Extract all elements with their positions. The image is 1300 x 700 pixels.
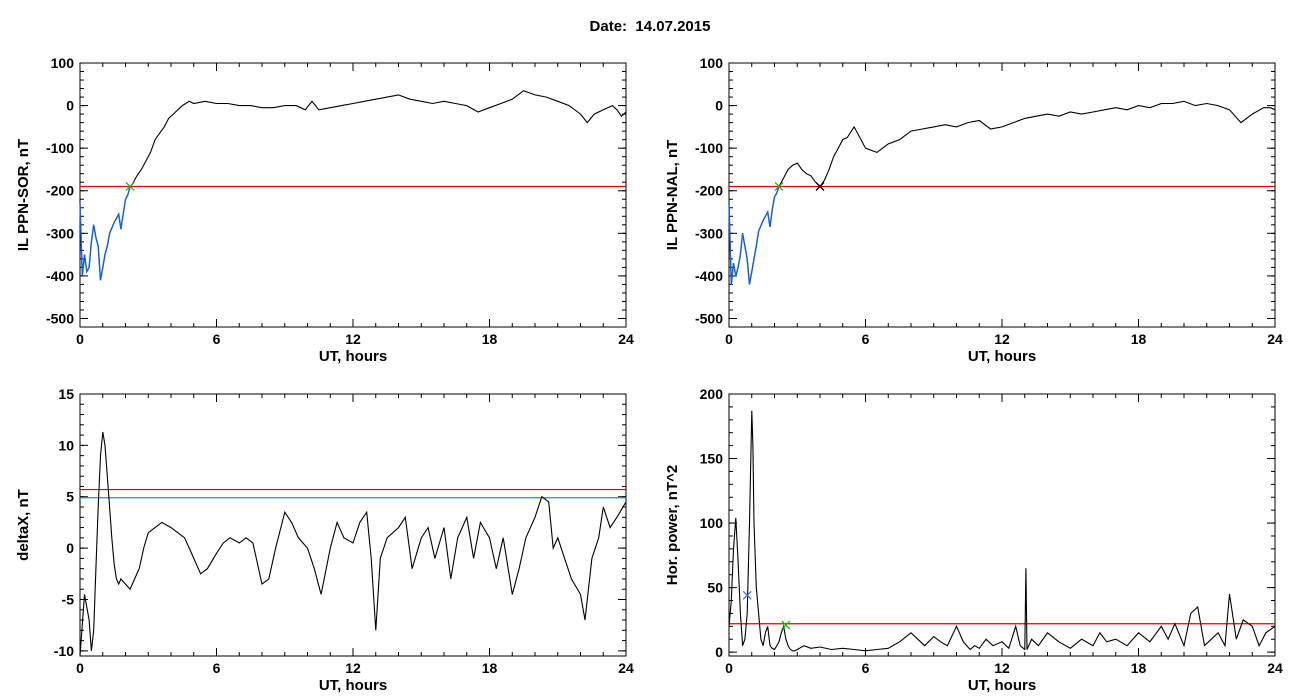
y-axis-label: IL PPN-SOR, nT bbox=[15, 139, 32, 251]
x-tick-label: 0 bbox=[725, 660, 733, 676]
x-marker bbox=[774, 182, 784, 191]
y-tick-label: -400 bbox=[695, 268, 723, 284]
series-highlight-line bbox=[79, 186, 131, 281]
y-tick-label: -100 bbox=[695, 140, 723, 156]
series-line bbox=[79, 431, 627, 657]
y-axis-label: deltaX, nT bbox=[15, 489, 32, 561]
y-tick-label: -400 bbox=[46, 268, 74, 284]
series-line bbox=[79, 90, 627, 281]
x-tick-label: 6 bbox=[862, 660, 870, 676]
chart-panel-3: 0 6 12 18 24 15 10 5 0 -5 -10 UT, hours deltaX, nT bbox=[15, 386, 634, 694]
x-tick-label: 6 bbox=[862, 331, 870, 347]
y-tick-label: -5 bbox=[62, 591, 75, 607]
y-tick-label: -200 bbox=[46, 183, 74, 199]
x-axis-label: UT, hours bbox=[319, 677, 387, 694]
chart-panel-4: 0 6 12 18 24 200 150 100 50 0 UT, hours Hor. power,… bbox=[664, 386, 1283, 694]
y-tick-label: 50 bbox=[707, 580, 723, 596]
y-tick-label: 150 bbox=[700, 451, 724, 467]
x-tick-label: 12 bbox=[994, 660, 1010, 676]
x-axis-label: UT, hours bbox=[968, 348, 1036, 365]
date-label: Date: bbox=[589, 18, 628, 35]
x-tick-label: 0 bbox=[725, 331, 733, 347]
x-marker bbox=[815, 182, 825, 191]
x-tick-label: 0 bbox=[76, 660, 84, 676]
x-tick-label: 18 bbox=[1131, 660, 1147, 676]
x-marker bbox=[125, 182, 135, 191]
y-tick-label: -300 bbox=[695, 225, 723, 241]
chart-panel-2: 0 6 12 18 24 100 0 -100 -200 -300 -400 -500 UT, hour… bbox=[664, 55, 1283, 365]
x-axis-label: UT, hours bbox=[968, 677, 1036, 694]
x-tick-label: 18 bbox=[482, 331, 498, 347]
y-tick-label: -300 bbox=[46, 225, 74, 241]
y-tick-label: 200 bbox=[700, 386, 724, 402]
x-tick-label: 24 bbox=[618, 660, 634, 676]
y-tick-label: 100 bbox=[700, 55, 724, 71]
y-axis-label: IL PPN-NAL, nT bbox=[664, 140, 681, 251]
plot-frame bbox=[79, 62, 627, 328]
x-tick-label: 24 bbox=[1267, 660, 1283, 676]
x-marker bbox=[781, 620, 791, 630]
y-tick-label: -10 bbox=[54, 643, 74, 659]
x-axis-label: UT, hours bbox=[319, 348, 387, 365]
plot-frame bbox=[728, 62, 1276, 328]
y-tick-label: 0 bbox=[715, 644, 723, 660]
y-tick-label: 5 bbox=[66, 489, 74, 505]
y-tick-label: 100 bbox=[700, 515, 724, 531]
x-tick-label: 0 bbox=[76, 331, 84, 347]
series-line bbox=[728, 100, 1276, 285]
x-marker bbox=[742, 590, 752, 600]
x-tick-label: 6 bbox=[213, 660, 221, 676]
x-tick-label: 12 bbox=[345, 331, 361, 347]
series-highlight-line bbox=[728, 186, 780, 285]
series-line bbox=[728, 410, 1276, 652]
y-tick-label: -100 bbox=[46, 140, 74, 156]
y-tick-label: 15 bbox=[58, 386, 74, 402]
date-value: 14.07.2015 bbox=[635, 18, 711, 35]
x-tick-label: 18 bbox=[1131, 331, 1147, 347]
y-tick-label: -500 bbox=[46, 310, 74, 326]
y-tick-label: 0 bbox=[66, 98, 74, 114]
plot-frame bbox=[79, 393, 627, 657]
chart-panel-1: 0 6 12 18 24 100 0 -100 -200 -300 -400 -500 UT, hour… bbox=[15, 55, 634, 365]
y-tick-label: -500 bbox=[695, 310, 723, 326]
x-tick-label: 12 bbox=[345, 660, 361, 676]
y-tick-label: -200 bbox=[695, 183, 723, 199]
date-header: Date: 14.07.2015 bbox=[0, 18, 1300, 35]
x-tick-label: 24 bbox=[1267, 331, 1283, 347]
x-tick-label: 12 bbox=[994, 331, 1010, 347]
x-tick-label: 18 bbox=[482, 660, 498, 676]
y-axis-label: Hor. power, nT^2 bbox=[664, 465, 681, 585]
x-tick-label: 24 bbox=[618, 331, 634, 347]
y-tick-label: 0 bbox=[715, 98, 723, 114]
y-tick-label: 0 bbox=[66, 540, 74, 556]
y-tick-label: 10 bbox=[58, 437, 74, 453]
y-tick-label: 100 bbox=[51, 55, 75, 71]
x-tick-label: 6 bbox=[213, 331, 221, 347]
plot-frame bbox=[728, 393, 1276, 657]
